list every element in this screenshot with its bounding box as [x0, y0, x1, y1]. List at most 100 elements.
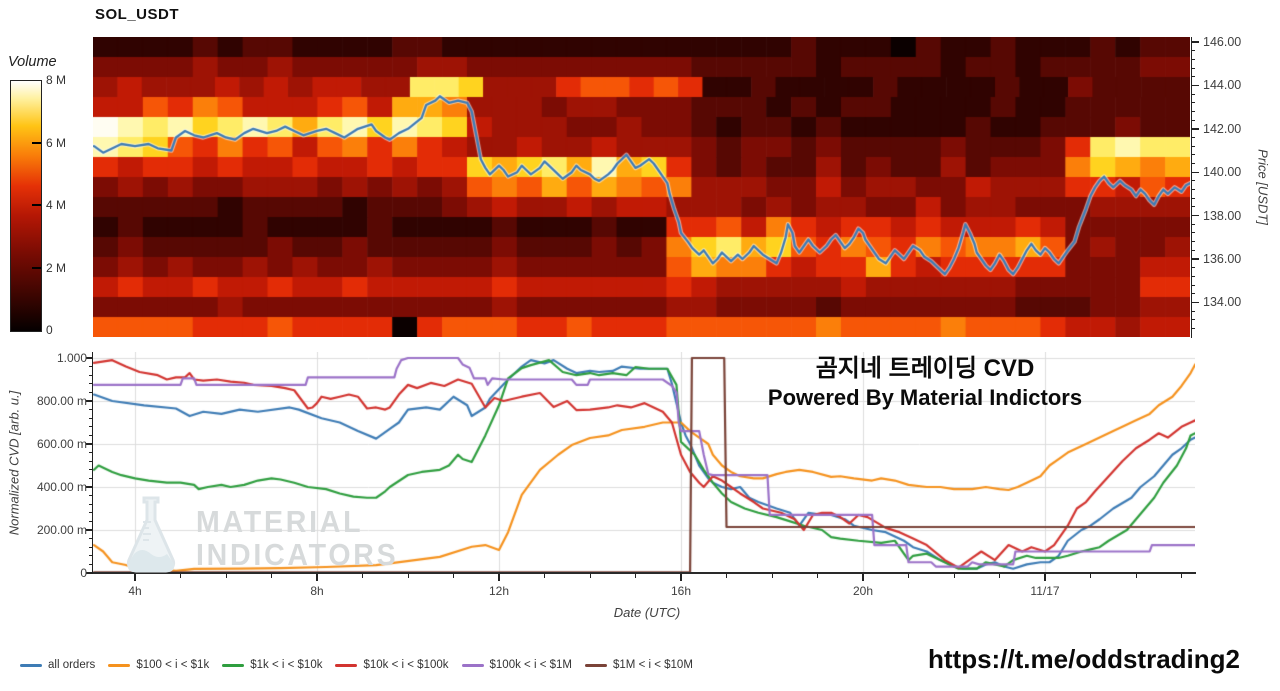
price-minor-tick: [1191, 84, 1195, 86]
price-minor-tick: [1191, 284, 1195, 286]
cvd-yminor-tick: [89, 391, 93, 393]
price-tick: [1191, 171, 1199, 173]
chart-title: SOL_USDT: [95, 6, 180, 23]
price-minor-tick: [1191, 93, 1195, 95]
cvd-xminor-tick: [999, 574, 1000, 578]
price-minor-tick: [1191, 145, 1195, 147]
cvd-xaxis-title: Date (UTC): [613, 605, 681, 620]
price-axis-spine: [1191, 37, 1192, 338]
price-minor-tick: [1191, 197, 1195, 199]
cvd-yminor-tick: [89, 563, 93, 565]
cvd-overlay-title: 곰지네 트레이딩 CVD Powered By Material Indicto…: [705, 354, 1145, 412]
legend-label: $10k < i < $100k: [363, 659, 449, 671]
cvd-xminor-tick: [726, 574, 727, 578]
cvd-xminor-tick: [817, 574, 818, 578]
cvd-yminor-tick: [89, 409, 93, 411]
cvd-xminor-tick: [362, 574, 363, 578]
price-minor-tick: [1191, 241, 1195, 243]
cvd-xminor-tick: [407, 574, 409, 578]
cvd-xminor-tick: [1135, 574, 1137, 578]
cvd-ytick: [86, 486, 93, 488]
colorbar-tick-label: 0: [46, 323, 53, 337]
cvd-ytick: [86, 529, 93, 531]
cvd-xtick: [316, 574, 318, 581]
cvd-yminor-tick: [89, 383, 93, 385]
cvd-ytick: [86, 443, 93, 445]
cvd-yminor-tick: [89, 452, 93, 454]
cvd-yminor-tick: [89, 555, 93, 557]
cvd-ytick: [86, 572, 93, 574]
price-minor-tick: [1191, 249, 1195, 251]
price-minor-tick: [1191, 215, 1195, 217]
price-tick-label: 140.00: [1203, 165, 1242, 180]
cvd-xminor-tick: [453, 574, 454, 578]
cvd-xtick-label: 4h: [128, 584, 142, 598]
cvd-yminor-tick: [89, 417, 93, 419]
price-minor-tick: [1191, 293, 1195, 295]
legend-swatch: [20, 663, 42, 667]
legend-label: $1M < i < $10M: [613, 659, 693, 671]
legend-item: all orders: [20, 659, 95, 671]
cvd-yminor-tick: [89, 512, 93, 514]
legend-item: $100 < i < $1k: [108, 659, 209, 671]
cvd-xminor-tick: [271, 574, 272, 578]
cvd-ytick: [86, 400, 93, 402]
price-minor-tick: [1191, 189, 1195, 191]
cvd-ytick-label: 400.00 m: [36, 480, 87, 494]
cvd-xtick-label: 8h: [310, 584, 324, 598]
price-minor-tick: [1191, 232, 1195, 234]
cvd-yminor-tick: [89, 434, 93, 436]
cvd-xminor-tick: [635, 574, 636, 578]
legend-swatch: [108, 663, 131, 667]
cvd-xminor-tick: [771, 574, 773, 578]
colorbar-tick-label: 6 M: [46, 135, 67, 150]
cvd-xtick-label: 16h: [670, 584, 692, 598]
price-tick-label: 144.00: [1203, 78, 1242, 93]
price-minor-tick: [1191, 310, 1195, 312]
legend-label: $100k < i < $1M: [489, 659, 572, 671]
price-tick: [1191, 258, 1199, 260]
price-minor-tick: [1191, 67, 1195, 69]
legend-label: $100 < i < $1k: [136, 659, 210, 671]
price-tick-label: 136.00: [1203, 252, 1242, 266]
cvd-yminor-tick: [89, 495, 93, 497]
overlay-title-korean: 곰지네 트레이딩 CVD: [815, 355, 1035, 382]
legend-item: $10k < i < $100k: [335, 659, 449, 671]
price-minor-tick: [1191, 301, 1195, 303]
price-minor-tick: [1191, 119, 1195, 121]
price-minor-tick: [1191, 58, 1195, 60]
colorbar-tick-label: 4 M: [46, 198, 67, 212]
colorbar-title: Volume: [8, 54, 57, 70]
telegram-url[interactable]: https://t.me/oddstrading2: [928, 644, 1240, 674]
cvd-yminor-tick: [89, 503, 93, 505]
price-tick-label: 146.00: [1203, 35, 1242, 49]
cvd-xtick: [1044, 574, 1046, 581]
price-minor-tick: [1191, 319, 1195, 321]
volume-heatmap-canvas: [93, 37, 1190, 337]
cvd-yminor-tick: [89, 520, 93, 522]
cvd-xtick: [680, 574, 682, 581]
cvd-xaxis-spine: [92, 572, 1196, 574]
price-tick-label: 134.00: [1203, 295, 1242, 310]
cvd-yminor-tick: [89, 426, 93, 428]
price-minor-tick: [1191, 223, 1195, 225]
legend-swatch: [335, 663, 358, 667]
price-minor-tick: [1191, 275, 1195, 277]
volume-colorbar: [10, 80, 42, 332]
price-minor-tick: [1191, 180, 1195, 182]
price-minor-tick: [1191, 171, 1195, 173]
price-minor-tick: [1191, 110, 1195, 112]
cvd-yminor-tick: [89, 477, 93, 479]
price-minor-tick: [1191, 206, 1195, 208]
cvd-xtick: [498, 574, 500, 581]
legend-item: $100k < i < $1M: [461, 659, 572, 671]
colorbar-tick: [32, 141, 41, 144]
price-tick-label: 138.00: [1203, 208, 1242, 223]
price-minor-tick: [1191, 163, 1195, 165]
cvd-yaxis-title: Normalized CVD [arb. u.]: [6, 390, 22, 536]
cvd-xtick: [862, 574, 864, 581]
price-minor-tick: [1191, 267, 1195, 269]
price-tick: [1191, 84, 1199, 87]
cvd-ytick-label: 1.000: [56, 351, 87, 365]
